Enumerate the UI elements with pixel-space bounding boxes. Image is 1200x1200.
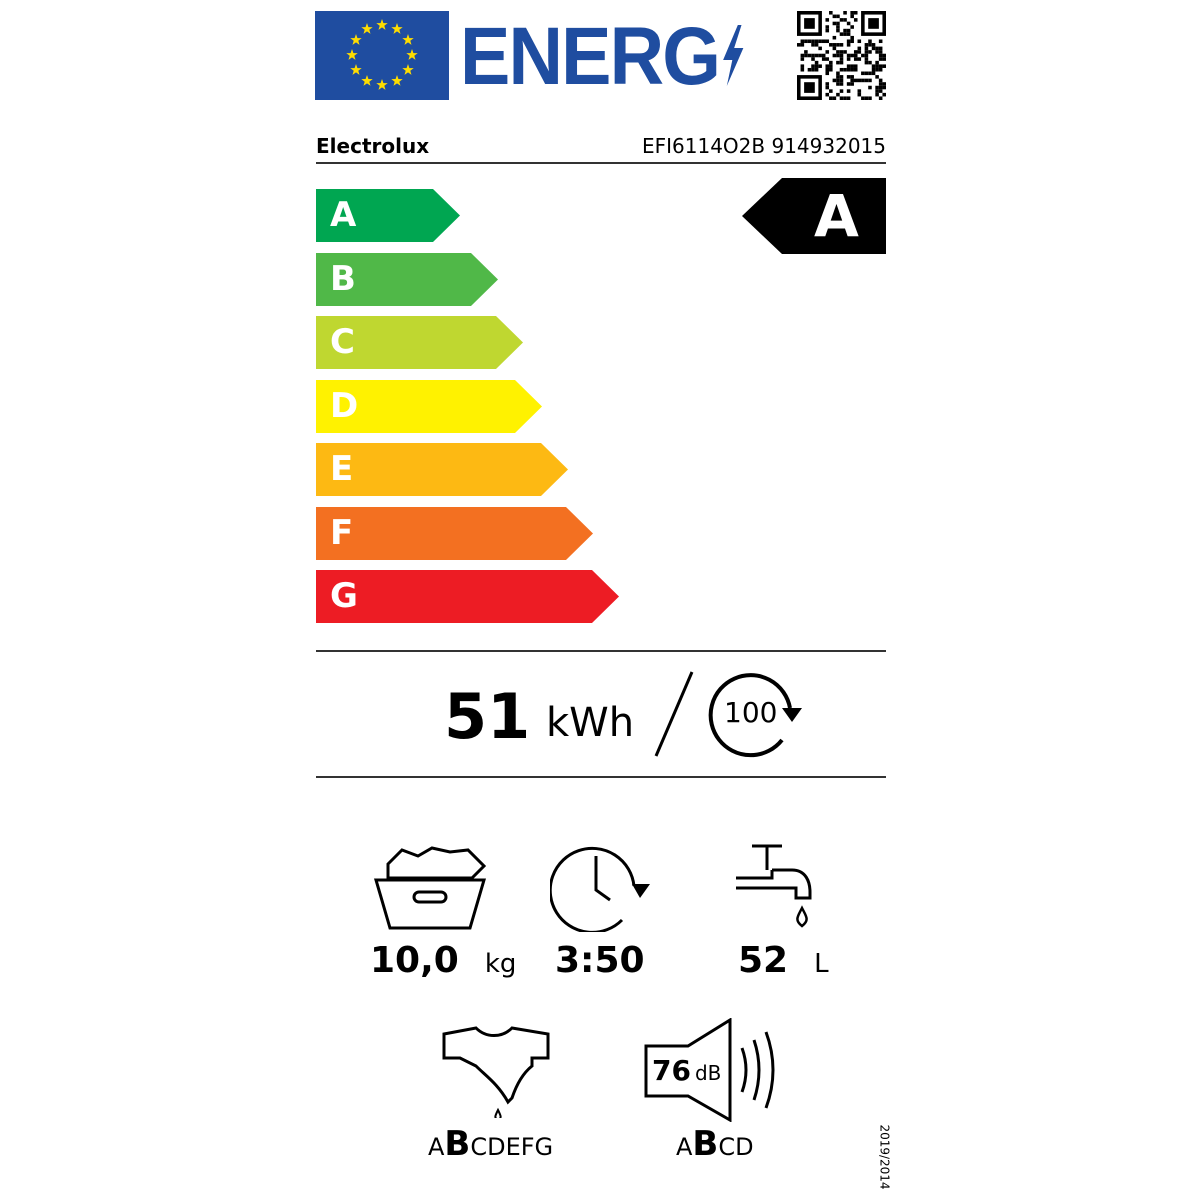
spin-class-before: A [428, 1133, 445, 1161]
divider [316, 162, 886, 164]
energy-class-letter: D [330, 385, 359, 426]
capacity: 10,0 kg [370, 940, 516, 981]
divider [316, 776, 886, 778]
noise-value: 76 [652, 1054, 691, 1087]
laundry-basket-icon [374, 846, 487, 930]
energy-class-b: B [316, 252, 498, 306]
energy-class-e: E [316, 443, 568, 496]
spin-class-selected: B [444, 1124, 471, 1164]
duration-value: 3:50 [555, 940, 645, 981]
energy-consumption-unit: kWh [546, 700, 635, 746]
noise-class-selected: B [692, 1124, 719, 1164]
brand-name: Electrolux [316, 134, 430, 158]
water-value: 52 [738, 940, 789, 981]
noise-class-after: CD [718, 1133, 754, 1161]
noise-class: ABCD [676, 1124, 754, 1164]
capacity-value: 10,0 [370, 940, 459, 981]
noise-unit: dB [694, 1061, 722, 1085]
eu-flag [315, 11, 449, 100]
qr-code[interactable] [797, 11, 886, 100]
model-number: EFI6114O2B 914932015 [641, 134, 886, 158]
water-unit: L [814, 949, 829, 979]
energy-class-f: F [316, 506, 593, 560]
rating-arrow: A [742, 178, 886, 254]
rating-letter: A [814, 182, 859, 250]
energy-consumption-value: 51 [444, 680, 531, 753]
clock-icon [550, 846, 650, 932]
eu-stars-icon [346, 19, 418, 90]
energy-title: ENERG [460, 12, 747, 102]
energy-class-letter: G [330, 576, 358, 616]
water-tap-icon [736, 844, 812, 928]
energy-class-d: D [316, 379, 542, 433]
energy-class-letter: C [330, 322, 355, 362]
cycles-value: 100 [724, 696, 778, 729]
water: 52 L [738, 940, 829, 981]
capacity-unit: kg [484, 949, 517, 979]
energy-class-letter: A [330, 195, 357, 235]
energy-class-letter: E [330, 449, 354, 489]
spin-class: ABCDEFG [428, 1124, 553, 1164]
spin-drying-icon [442, 1026, 550, 1118]
energy-word: ENERG [460, 11, 721, 102]
regulation-number: 2019/2014 [877, 1124, 892, 1190]
slash-divider [654, 671, 694, 757]
spin-class-after: CDEFG [470, 1133, 554, 1161]
energy-class-a: A [316, 189, 460, 242]
noise: 76 dB [652, 1054, 721, 1087]
speaker-icon [644, 1018, 775, 1122]
noise-class-before: A [676, 1133, 693, 1161]
energy-class-g: G [316, 570, 619, 623]
divider [316, 650, 886, 652]
energy-class-letter: B [330, 258, 356, 299]
lightning-icon [722, 25, 744, 86]
energy-class-c: C [316, 316, 523, 369]
energy-class-letter: F [330, 512, 354, 553]
cycles-icon: 100 [706, 668, 806, 760]
